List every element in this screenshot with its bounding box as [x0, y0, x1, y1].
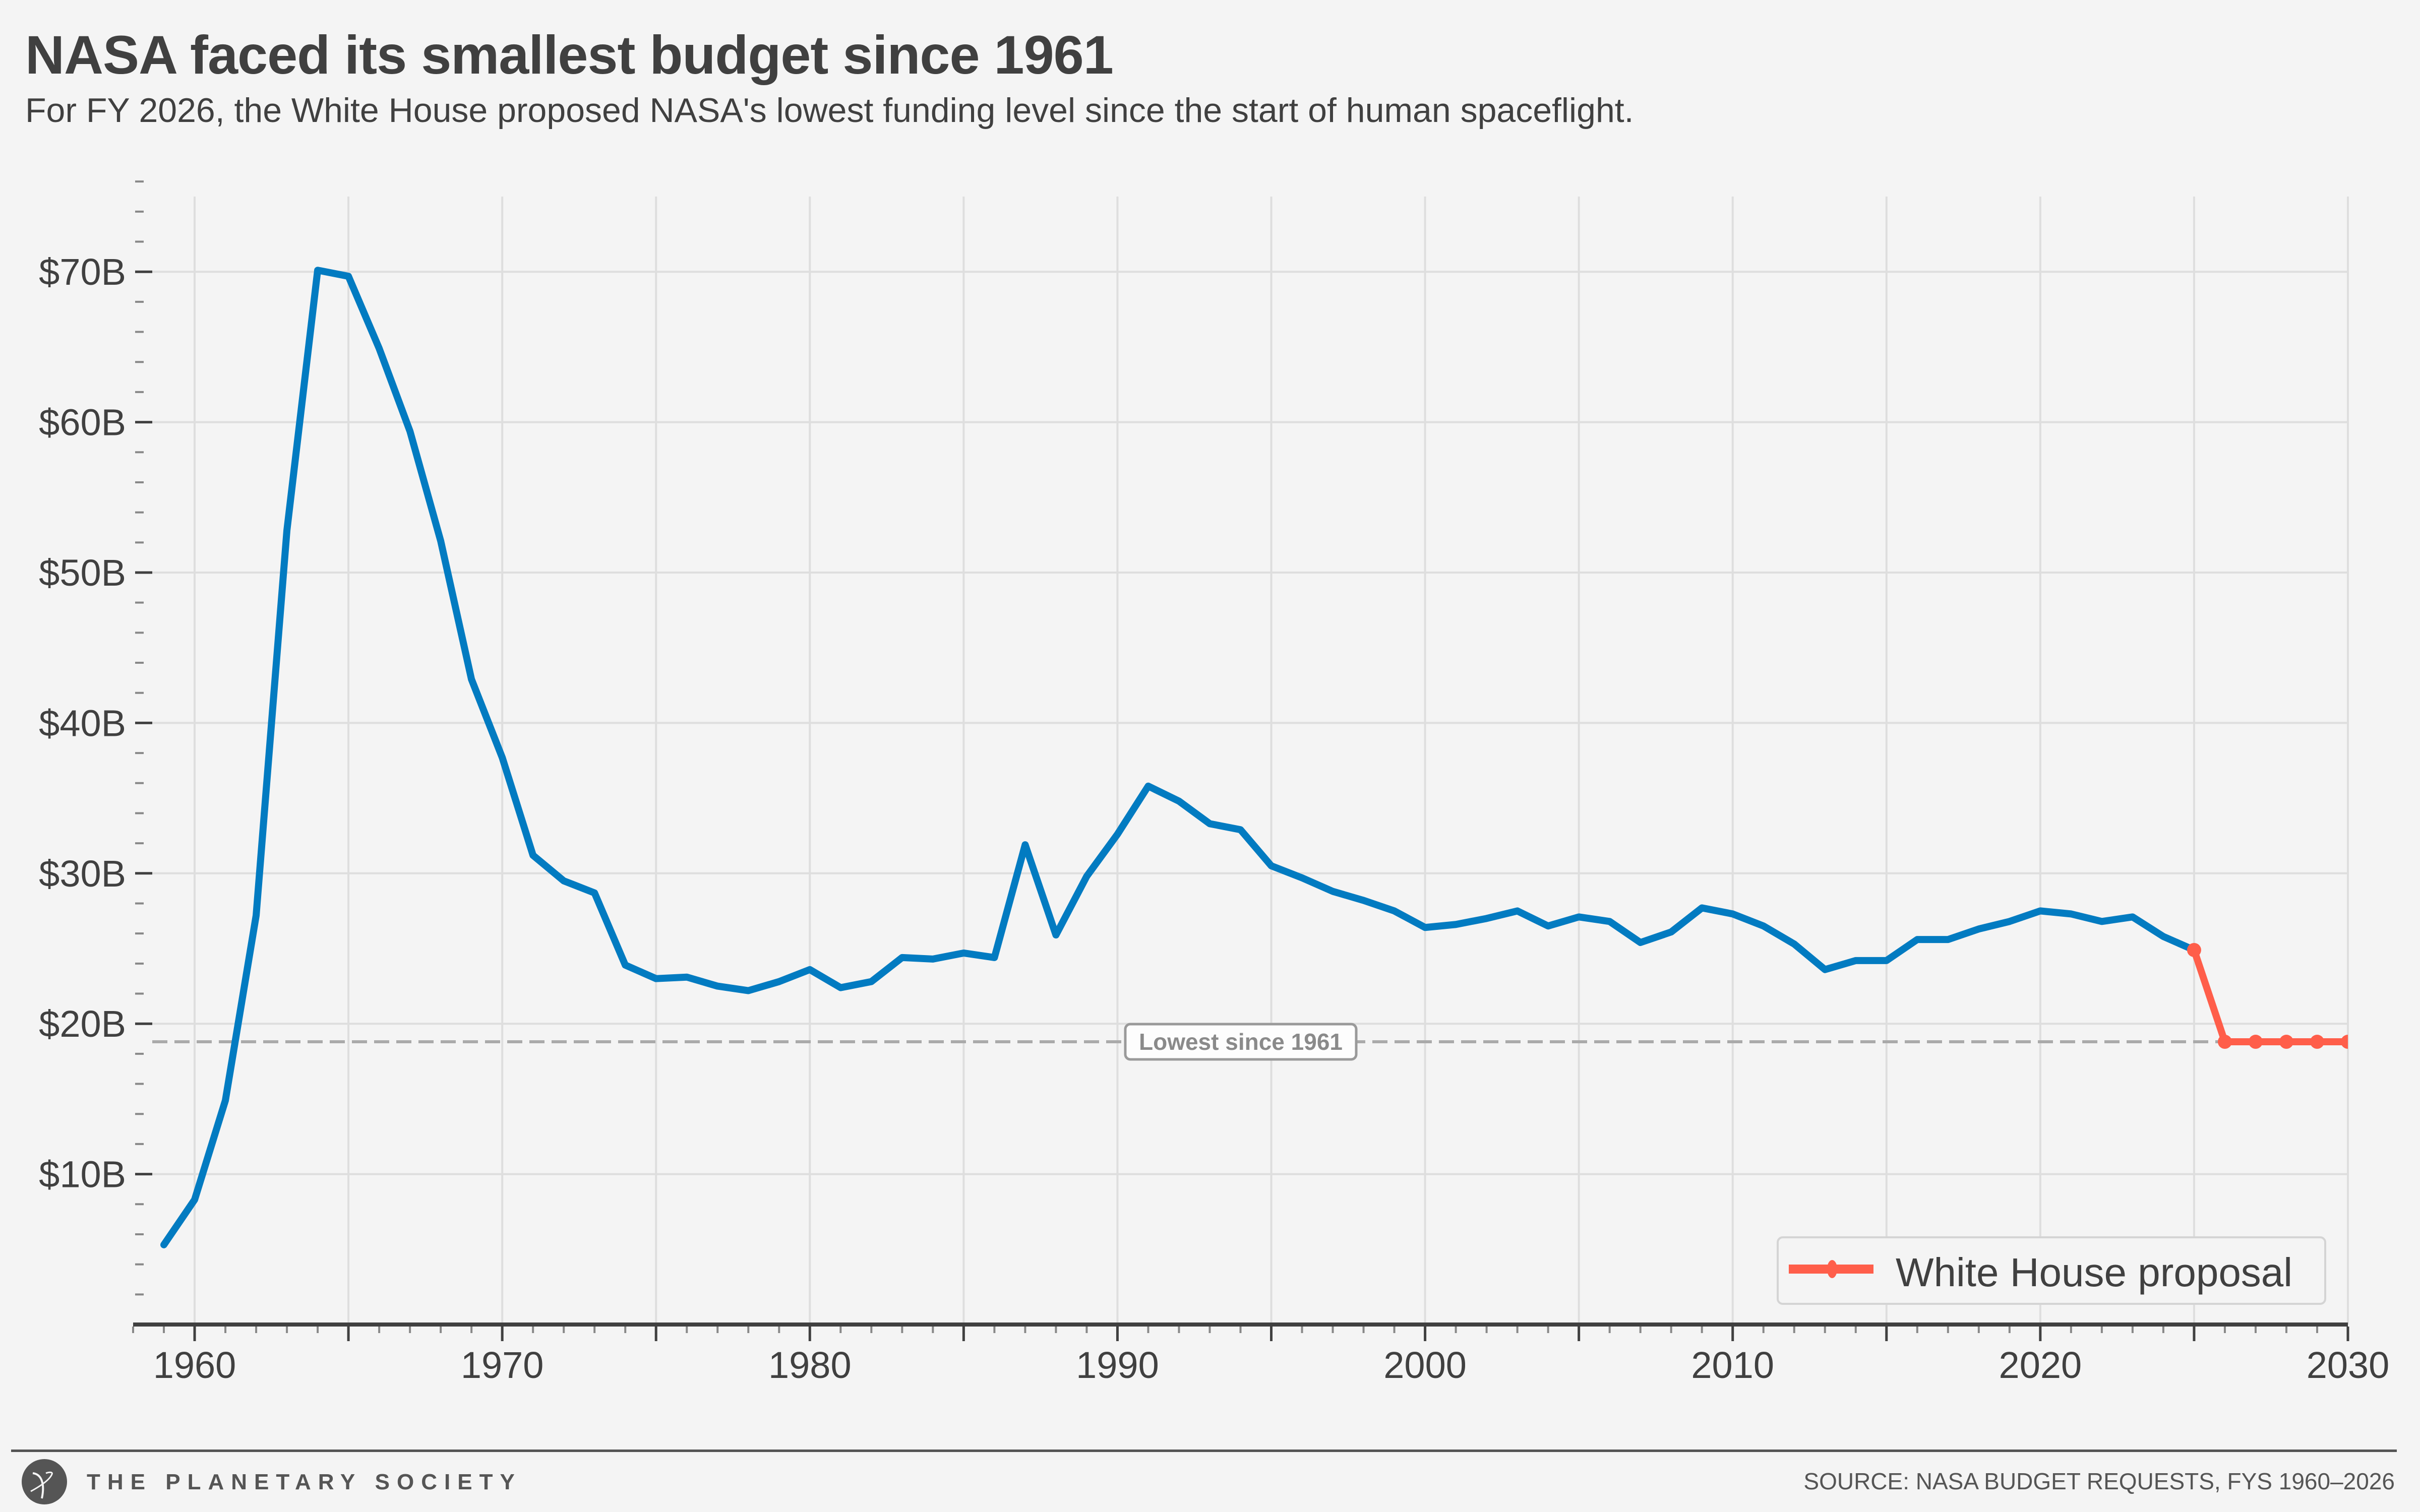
y-axis: $10B $20B $30B $40B $50B $60B $70B: [39, 180, 152, 1296]
proposal-data-point: [2279, 1035, 2293, 1049]
x-tick-label: 1970: [461, 1344, 544, 1386]
y-tick-label: $60B: [39, 402, 126, 444]
reference-label-box: [1124, 1023, 1358, 1061]
x-tick-label: 1990: [1076, 1344, 1159, 1386]
y-tick-label: $50B: [39, 552, 126, 594]
legend: White House proposal: [1777, 1236, 2326, 1305]
x-tick-label: 2000: [1383, 1344, 1467, 1386]
series-group: [160, 267, 2348, 1248]
planetary-society-logo-icon: [22, 1459, 67, 1504]
chart-subtitle: For FY 2026, the White House proposed NA…: [25, 91, 1634, 130]
proposal-data-point: [2341, 1035, 2348, 1049]
legend-marker-icon: [1827, 1260, 1837, 1278]
proposal-data-point: [2187, 942, 2201, 957]
x-tick-label: 1960: [153, 1344, 236, 1386]
legend-label: White House proposal: [1896, 1250, 2293, 1295]
source-note: SOURCE: NASA BUDGET REQUESTS, FYS 1960–2…: [1803, 1468, 2395, 1494]
proposal-data-point: [2248, 1035, 2263, 1049]
grid-lines: [152, 197, 2349, 1325]
y-tick-label: $30B: [39, 853, 126, 895]
reference-label: Lowest since 1961: [1139, 1029, 1343, 1055]
y-tick-label: $10B: [39, 1154, 126, 1195]
footer-divider: [11, 1450, 2397, 1452]
y-tick-label: $20B: [39, 1003, 126, 1045]
annotations: Lowest since 1961: [1124, 1023, 1358, 1061]
x-tick-label: 1980: [768, 1344, 852, 1386]
legend-swatch-white-house-proposal: [1789, 1260, 1873, 1278]
x-axis: 1960 1970 1980 1990 2000 2010 2020 2030: [132, 1322, 2390, 1386]
chart-title: NASA faced its smallest budget since 196…: [25, 24, 1114, 85]
x-tick-label: 2010: [1691, 1344, 1774, 1386]
historical-budget-line: [160, 267, 2198, 1248]
organization-name: THE PLANETARY SOCIETY: [87, 1470, 522, 1494]
x-tick-label: 2020: [1999, 1344, 2082, 1386]
white-house-proposal-line: [2190, 946, 2348, 1046]
y-tick-label: $70B: [39, 251, 126, 293]
proposal-data-point: [2310, 1035, 2324, 1049]
proposal-data-point: [2217, 1035, 2232, 1049]
y-tick-label: $40B: [39, 702, 126, 744]
x-tick-label: 2030: [2307, 1344, 2390, 1386]
